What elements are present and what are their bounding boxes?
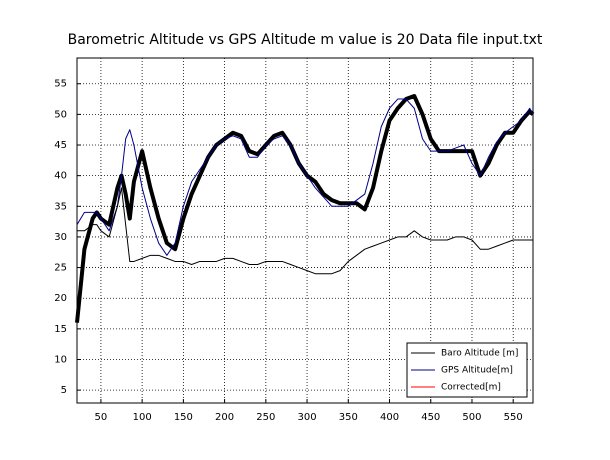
x-tick-label: 300 [298,412,317,423]
y-tick-label: 5 [61,385,67,396]
y-tick-label: 35 [54,201,67,212]
y-tick-label: 20 [54,293,67,304]
legend-label: Baro Altitude [m] [441,349,518,359]
x-tick-label: 500 [462,412,481,423]
x-tick-label: 400 [380,412,399,423]
chart-title: Barometric Altitude vs GPS Altitude m va… [68,32,543,48]
x-tick-label: 250 [256,412,275,423]
x-tick-label: 450 [421,412,440,423]
series-line [75,93,535,323]
y-tick-label: 30 [54,232,67,243]
y-tick-label: 15 [54,324,67,335]
y-tick-label: 10 [54,354,67,365]
legend-label: GPS Altitude[m] [441,366,513,376]
series-line [76,98,534,256]
x-tick-label: 50 [95,412,108,423]
x-tick-label: 100 [133,412,152,423]
x-tick-label: 200 [215,412,234,423]
y-tick-label: 50 [54,109,67,120]
x-tick-label: 150 [174,412,193,423]
legend-box [406,342,528,398]
y-tick-label: 25 [54,263,67,274]
x-tick-label: 350 [339,412,358,423]
y-tick-label: 45 [54,140,67,151]
y-tick-label: 55 [54,79,67,90]
y-tick-label: 40 [54,171,67,182]
series-line [77,187,533,275]
x-tick-label: 550 [504,412,523,423]
legend-label: Corrected[m] [441,383,501,393]
